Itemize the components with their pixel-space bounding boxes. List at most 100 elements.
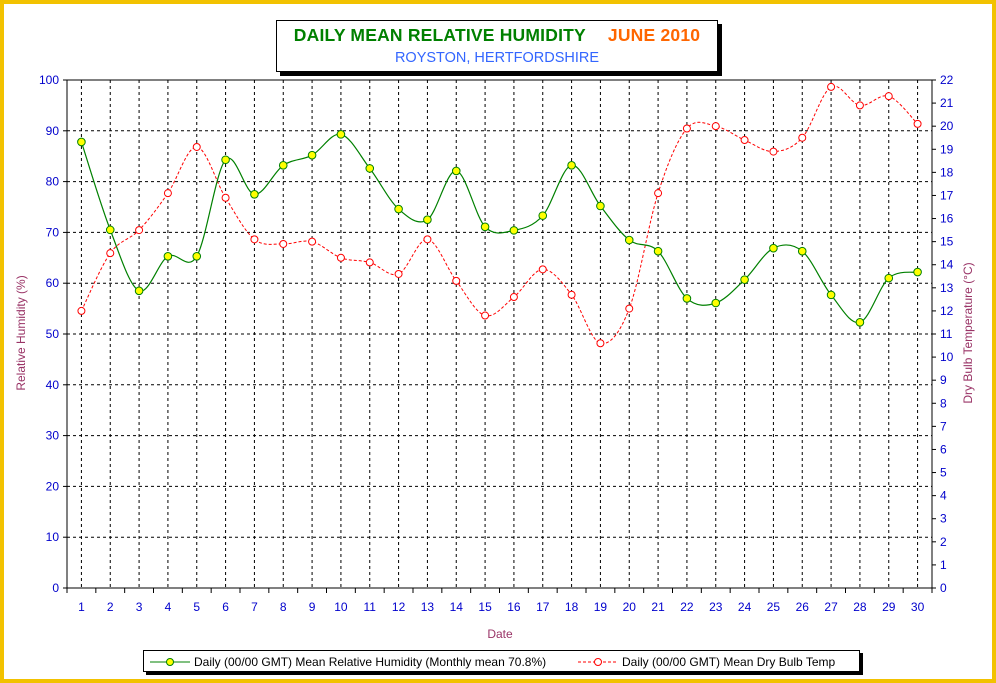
x-tick-label: 8 bbox=[280, 600, 287, 614]
humidity-point bbox=[278, 161, 288, 170]
y2-tick-label: 10 bbox=[940, 350, 954, 364]
y2-tick-label: 7 bbox=[940, 419, 947, 433]
x-tick-label: 13 bbox=[421, 600, 435, 614]
x-tick-label: 15 bbox=[478, 600, 492, 614]
temperature-point bbox=[394, 269, 403, 278]
temperature-point bbox=[567, 290, 576, 299]
y-tick-label: 10 bbox=[46, 530, 60, 544]
temperature-point bbox=[481, 311, 490, 320]
y2-tick-label: 14 bbox=[940, 258, 954, 272]
humidity-point bbox=[538, 211, 548, 220]
humidity-point bbox=[884, 273, 894, 283]
humidity-point bbox=[163, 251, 173, 261]
y2-tick-label: 22 bbox=[940, 73, 954, 87]
x-tick-label: 4 bbox=[165, 600, 172, 614]
y2-tick-label: 20 bbox=[940, 119, 954, 133]
temperature-point bbox=[336, 253, 345, 262]
title-line: DAILY MEAN RELATIVE HUMIDITY JUNE 2010 bbox=[277, 25, 717, 46]
y-tick-label: 0 bbox=[52, 581, 59, 595]
y2-tick-label: 5 bbox=[940, 466, 947, 480]
temperature-point bbox=[682, 124, 691, 133]
temperature-point bbox=[423, 235, 432, 244]
humidity-point bbox=[77, 137, 86, 147]
legend-label-temperature: Daily (00/00 GMT) Mean Dry Bulb Temp bbox=[622, 655, 836, 669]
x-tick-label: 30 bbox=[911, 600, 925, 614]
chart-period: JUNE 2010 bbox=[607, 25, 701, 45]
x-tick-label: 14 bbox=[450, 600, 464, 614]
y2-tick-label: 19 bbox=[940, 142, 954, 156]
humidity-point bbox=[192, 251, 202, 261]
x-tick-label: 28 bbox=[853, 600, 867, 614]
y2-tick-label: 3 bbox=[940, 512, 947, 526]
y2-tick-label: 11 bbox=[940, 327, 953, 341]
y2-tick-label: 9 bbox=[940, 373, 947, 387]
x-tick-label: 24 bbox=[738, 600, 752, 614]
series-layer bbox=[77, 82, 922, 348]
humidity-point bbox=[797, 246, 807, 256]
y2-tick-label: 6 bbox=[940, 442, 947, 456]
humidity-point bbox=[913, 267, 922, 277]
y2-axis-title: Dry Bulb Temperature (°C) bbox=[961, 262, 975, 403]
humidity-point bbox=[365, 164, 375, 173]
chart-subtitle: ROYSTON, HERTFORDSHIRE bbox=[394, 50, 600, 66]
humidity-point bbox=[480, 222, 490, 232]
legend-swatch-temperature bbox=[578, 658, 618, 666]
y-tick-label: 70 bbox=[46, 225, 60, 239]
y2-tick-label: 16 bbox=[940, 212, 954, 226]
temperature-point bbox=[884, 92, 893, 101]
temperature-point bbox=[740, 136, 749, 145]
humidity-point bbox=[221, 155, 230, 165]
temperature-point bbox=[798, 133, 807, 142]
chart-title: DAILY MEAN RELATIVE HUMIDITY bbox=[293, 25, 586, 45]
x-tick-label: 9 bbox=[309, 600, 316, 614]
x-tick-label: 16 bbox=[507, 600, 521, 614]
temperature-point bbox=[769, 147, 778, 156]
axes-layer: 0102030405060708090100012345678910111213… bbox=[39, 73, 954, 614]
y2-tick-label: 15 bbox=[940, 235, 954, 249]
x-axis-title: Date bbox=[487, 627, 513, 641]
humidity-point bbox=[826, 290, 836, 300]
x-tick-label: 20 bbox=[623, 600, 637, 614]
humidity-point bbox=[134, 286, 144, 296]
legend-label-humidity: Daily (00/00 GMT) Mean Relative Humidity… bbox=[194, 655, 547, 669]
humidity-point bbox=[682, 294, 692, 303]
temperature-point bbox=[654, 189, 663, 198]
humidity-point bbox=[567, 161, 576, 170]
x-tick-label: 19 bbox=[594, 600, 608, 614]
temperature-point bbox=[625, 304, 634, 313]
x-tick-label: 26 bbox=[796, 600, 810, 614]
y2-tick-label: 18 bbox=[940, 165, 954, 179]
humidity-point bbox=[336, 130, 346, 139]
y2-tick-label: 8 bbox=[940, 396, 947, 410]
humidity-point bbox=[769, 243, 778, 253]
x-tick-label: 5 bbox=[193, 600, 200, 614]
humidity-point bbox=[423, 215, 432, 224]
y-axis-title: Relative Humidity (%) bbox=[14, 275, 28, 390]
temperature-point bbox=[106, 249, 115, 258]
humidity-point bbox=[307, 150, 317, 160]
legend-swatch-humidity bbox=[150, 658, 190, 666]
x-tick-label: 18 bbox=[565, 600, 579, 614]
y2-tick-label: 21 bbox=[940, 96, 954, 110]
temperature-point bbox=[365, 258, 374, 267]
temperature-point bbox=[913, 119, 922, 128]
temperature-point bbox=[452, 276, 461, 285]
x-tick-label: 1 bbox=[78, 600, 85, 614]
humidity-point bbox=[653, 246, 663, 256]
y2-tick-label: 13 bbox=[940, 281, 954, 295]
y2-tick-label: 0 bbox=[940, 581, 947, 595]
y2-tick-label: 4 bbox=[940, 489, 947, 503]
temperature-point bbox=[192, 142, 201, 151]
y-tick-label: 60 bbox=[46, 276, 60, 290]
temperature-point bbox=[509, 293, 518, 302]
title-box: DAILY MEAN RELATIVE HUMIDITY JUNE 2010 RO… bbox=[276, 20, 718, 72]
temperature-point bbox=[163, 189, 172, 198]
y-tick-label: 90 bbox=[46, 124, 60, 138]
y2-tick-label: 12 bbox=[940, 304, 954, 318]
temperature-point bbox=[855, 101, 864, 110]
temperature-point bbox=[221, 193, 230, 202]
x-tick-label: 17 bbox=[536, 600, 550, 614]
humidity-point bbox=[711, 298, 721, 308]
x-tick-label: 21 bbox=[651, 600, 665, 614]
